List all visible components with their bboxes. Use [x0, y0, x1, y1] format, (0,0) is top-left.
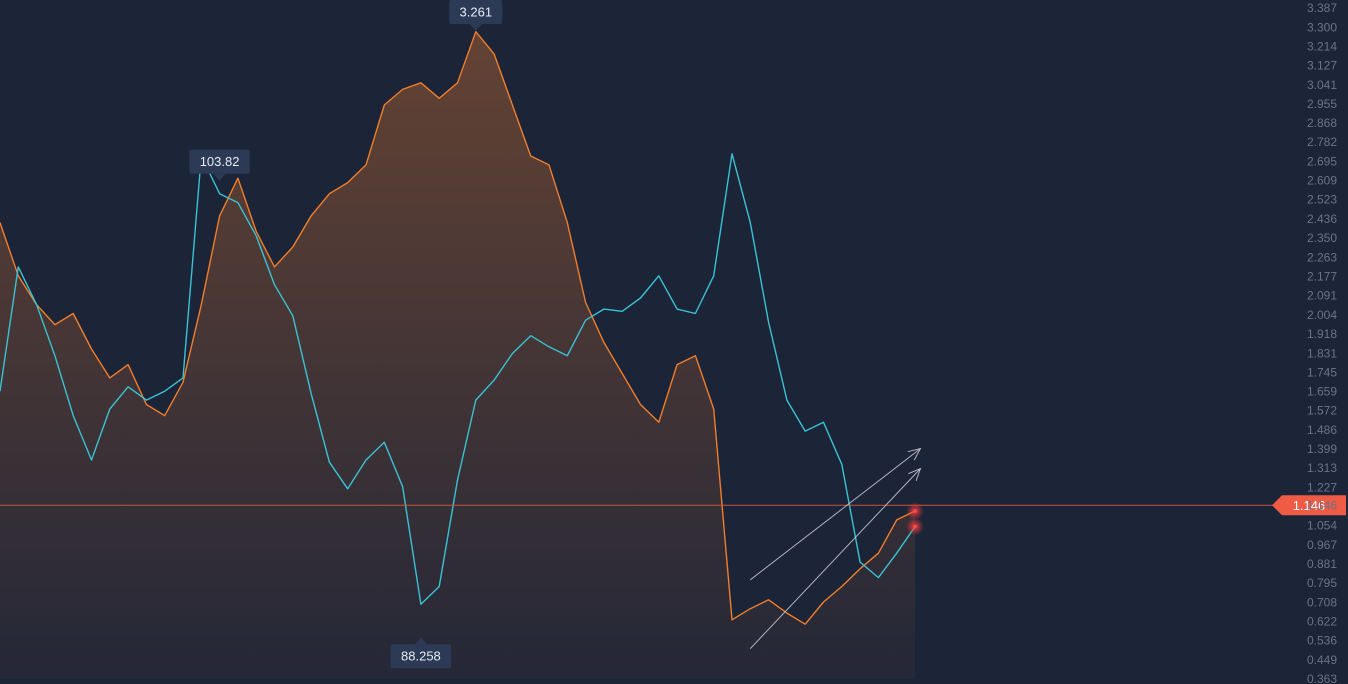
y-tick-label: 2.263 [1307, 250, 1337, 264]
y-tick-label: 0.708 [1307, 595, 1337, 609]
y-tick-label: 3.300 [1307, 20, 1337, 34]
y-tick-label: 1.227 [1307, 480, 1337, 494]
current-price-tag [1272, 495, 1346, 516]
y-tick-label: 1.486 [1307, 423, 1337, 437]
y-tick-label: 0.449 [1307, 653, 1337, 667]
callout-pointer [414, 637, 427, 645]
y-tick-label: 3.214 [1307, 39, 1337, 53]
callout-label: 88.258 [401, 649, 441, 664]
series-area-0 [0, 31, 915, 679]
y-tick-label: 0.363 [1307, 672, 1337, 684]
y-tick-label: 2.609 [1307, 174, 1337, 188]
y-tick-label: 3.387 [1307, 1, 1337, 15]
y-tick-label: 1.399 [1307, 442, 1337, 456]
y-tick-label: 1.831 [1307, 346, 1337, 360]
trend-arrow-upper-head [907, 447, 922, 461]
series-end-point-0 [913, 509, 917, 513]
y-tick-label: 2.868 [1307, 116, 1337, 130]
y-tick-label: 2.177 [1307, 269, 1337, 283]
y-tick-label: 3.041 [1307, 78, 1337, 92]
y-tick-label: 2.782 [1307, 135, 1337, 149]
trend-arrow-lower-head [908, 467, 922, 482]
current-price-label: 1.146 [1293, 498, 1326, 513]
trend-arrow-lower [749, 468, 921, 649]
callout-box [189, 149, 250, 174]
callout-label: 103.82 [200, 154, 240, 169]
y-tick-label: 2.955 [1307, 97, 1337, 111]
callout-pointer [469, 24, 482, 31]
y-tick-label: 1.745 [1307, 365, 1337, 379]
y-tick-label: 2.004 [1307, 308, 1337, 322]
callout-box [449, 0, 503, 24]
series-line-0 [0, 31, 916, 625]
y-tick-label: 2.436 [1307, 212, 1337, 226]
y-tick-label: 3.127 [1307, 59, 1337, 73]
y-tick-label: 2.523 [1307, 193, 1337, 207]
y-tick-label: 0.795 [1307, 576, 1337, 590]
y-tick-label: 0.881 [1307, 557, 1337, 571]
series-end-point-1 [913, 524, 917, 529]
y-tick-label: 0.967 [1307, 538, 1337, 552]
y-tick-label: 0.536 [1307, 634, 1337, 648]
y-tick-label: 1.659 [1307, 384, 1337, 398]
trend-arrow-upper [749, 448, 921, 581]
series-line-1 [0, 153, 916, 605]
y-tick-label: 2.091 [1307, 289, 1337, 303]
y-tick-label: 0.622 [1307, 615, 1337, 629]
y-tick-label: 2.350 [1307, 231, 1337, 245]
y-tick-label: 1.313 [1307, 461, 1337, 475]
y-tick-label: 1.054 [1307, 519, 1337, 533]
y-tick-label: 2.695 [1307, 155, 1337, 169]
y-tick-label: 1.146 [1307, 498, 1337, 512]
callout-box [390, 644, 452, 669]
callout-label: 3.261 [460, 5, 493, 20]
y-tick-label: 1.572 [1307, 404, 1337, 418]
y-tick-label: 1.918 [1307, 327, 1337, 341]
callout-pointer [213, 173, 226, 181]
